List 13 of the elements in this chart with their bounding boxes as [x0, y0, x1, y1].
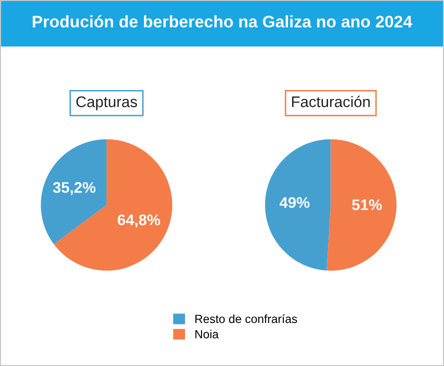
- data-label: 64,8%: [118, 214, 160, 228]
- pie-slice: [265, 139, 331, 271]
- data-label: 35,2%: [52, 182, 96, 196]
- legend-label: Resto de confrarías: [195, 314, 298, 324]
- pie-slice: [326, 139, 396, 271]
- text: Produción de berberecho na Galiza no ano 2024: [32, 15, 412, 28]
- pie-slice: [40, 139, 107, 244]
- data-label: 49%: [280, 197, 310, 208]
- chart-title: Facturación: [292, 96, 370, 108]
- pie-slice: [54, 139, 172, 271]
- data-label: 51%: [352, 199, 382, 210]
- legend-label: Noia: [195, 330, 219, 338]
- chart-title: Capturas: [76, 96, 138, 110]
